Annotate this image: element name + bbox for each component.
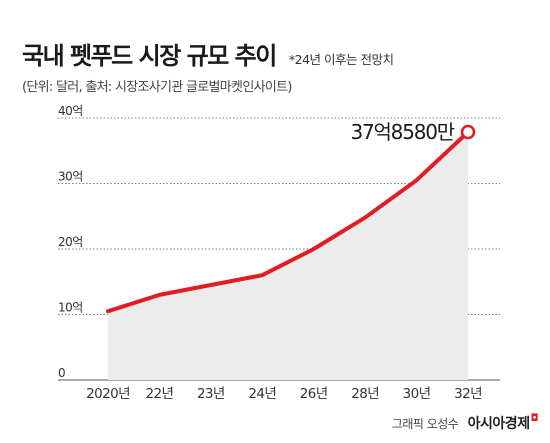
y-tick-label: 0 [58, 366, 65, 380]
end-point-marker [460, 124, 476, 140]
x-tick-label: 28년 [351, 386, 379, 402]
x-tick-label: 32년 [454, 386, 482, 402]
x-tick-label: 23년 [197, 386, 225, 402]
x-tick-label: 30년 [403, 386, 431, 402]
chart-subtitle: (단위: 달러, 출처: 시장조사기관 글로벌마켓인사이트) [22, 80, 292, 95]
credit-line: 그래픽 오성수 아시아경제◘ [391, 413, 539, 433]
brand-mark-icon: ◘ [530, 413, 539, 424]
y-tick-label: 10억 [58, 301, 83, 315]
chart-title: 국내 펫푸드 시장 규모 추이 [22, 42, 277, 70]
graphic-credit: 그래픽 오성수 [391, 417, 459, 431]
end-value-label: 37억8580만 [350, 120, 454, 144]
x-tick-label: 22년 [146, 386, 174, 402]
y-tick-label: 40억 [58, 104, 83, 118]
x-tick-label: 24년 [248, 386, 276, 402]
forecast-note: *24년 이후는 전망치 [288, 52, 394, 67]
brand-logo: 아시아경제 [467, 416, 530, 432]
y-tick-label: 30억 [58, 170, 83, 184]
y-tick-label: 20억 [58, 235, 83, 249]
series-area [108, 132, 468, 380]
series-line [106, 130, 470, 314]
x-tick-label: 26년 [300, 386, 328, 402]
x-tick-label: 2020년 [86, 386, 130, 402]
